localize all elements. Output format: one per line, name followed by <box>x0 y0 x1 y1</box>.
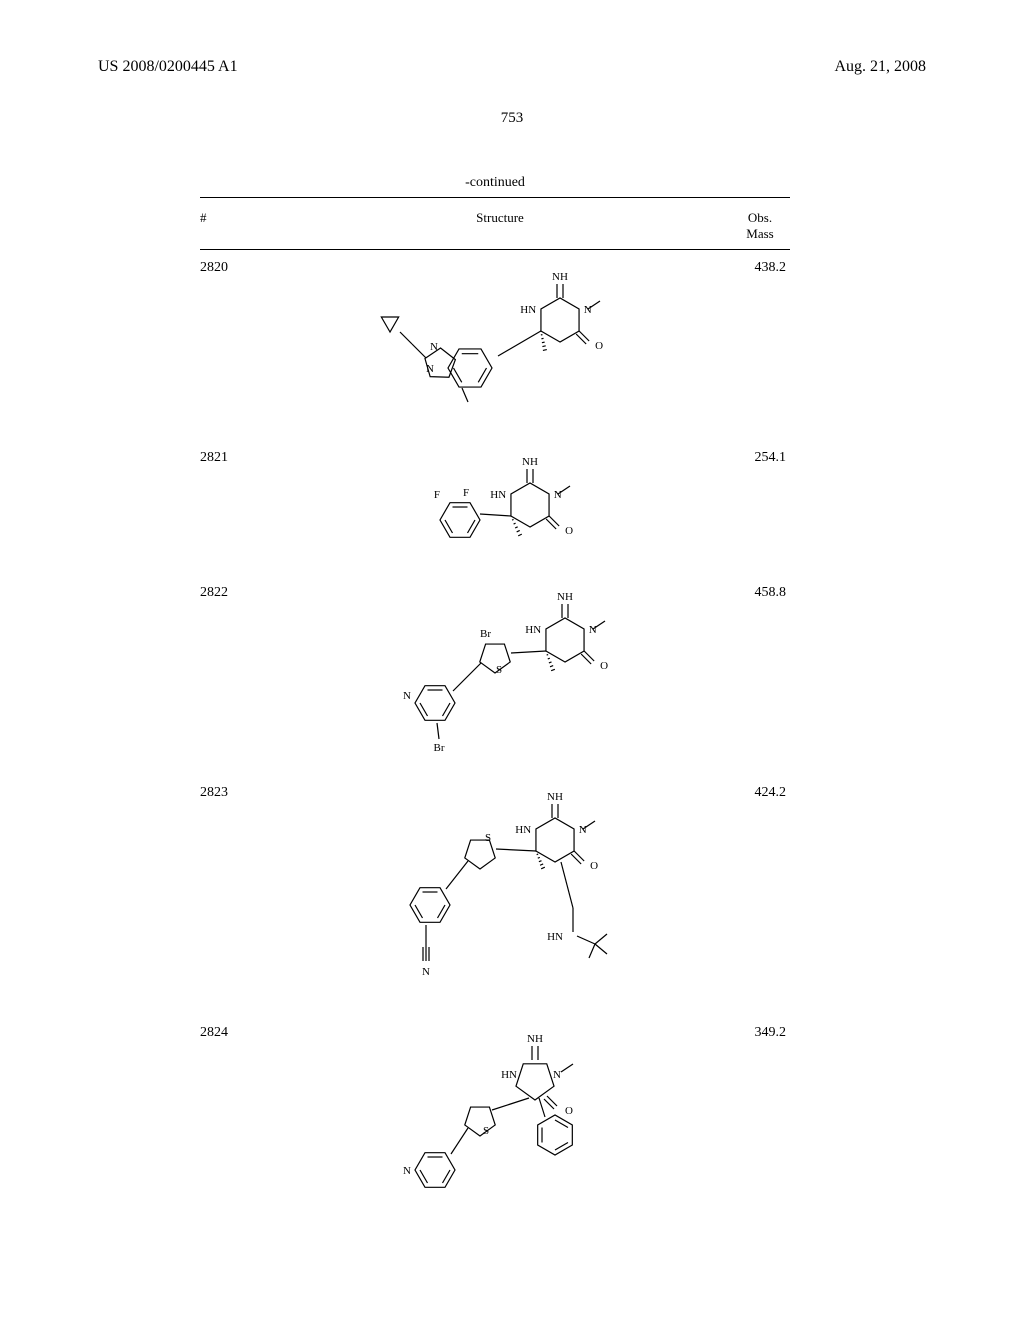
compound-number: 2822 <box>200 585 270 601</box>
table-row: 2820NHNHNONN438.2 <box>200 250 790 440</box>
page-header: US 2008/0200445 A1 Aug. 21, 2008 <box>0 58 1024 76</box>
observed-mass: 458.8 <box>730 585 790 602</box>
structure-diagram: NH N HN O S N <box>270 1025 730 1220</box>
publication-date: Aug. 21, 2008 <box>834 58 926 76</box>
compound-number: 2821 <box>200 450 270 466</box>
structure-diagram: NH N HN O F F <box>270 450 730 575</box>
col-header-number: # <box>200 210 270 241</box>
svg-text:N: N <box>403 690 411 702</box>
svg-text:S: S <box>496 664 502 676</box>
svg-text:O: O <box>565 1105 573 1117</box>
svg-text:NH: NH <box>557 591 573 603</box>
structure-diagram: NH N HN O S Br N Br <box>270 585 730 775</box>
svg-text:HN: HN <box>520 304 536 316</box>
structure-diagram: NHNHNONN <box>270 260 730 440</box>
observed-mass: 254.1 <box>730 450 790 467</box>
svg-text:HN: HN <box>547 931 563 943</box>
compound-number: 2820 <box>200 260 270 276</box>
svg-text:F: F <box>434 489 440 501</box>
svg-text:N: N <box>553 1069 561 1081</box>
svg-text:S: S <box>483 1125 489 1137</box>
svg-text:HN: HN <box>525 624 541 636</box>
page-number: 753 <box>0 110 1024 127</box>
compound-number: 2823 <box>200 785 270 801</box>
table-continued-label: -continued <box>200 175 790 191</box>
table-row: 2823 NH N HN O HN S N 424.2 <box>200 775 790 1015</box>
structure-diagram: NH N HN O HN S N <box>270 785 730 1015</box>
table-row: 2824 NH N HN O S N 349.2 <box>200 1015 790 1220</box>
svg-text:HN: HN <box>490 489 506 501</box>
observed-mass: 438.2 <box>730 260 790 277</box>
svg-text:N: N <box>579 824 587 836</box>
svg-text:N: N <box>554 489 562 501</box>
svg-text:O: O <box>600 660 608 672</box>
table-row: 2821 NH N HN O F F 254.1 <box>200 440 790 575</box>
svg-text:NH: NH <box>527 1033 543 1045</box>
table-row: 2822 NH N HN O S Br N Br 458.8 <box>200 575 790 775</box>
svg-text:HN: HN <box>515 824 531 836</box>
publication-number: US 2008/0200445 A1 <box>98 58 238 76</box>
svg-text:O: O <box>590 860 598 872</box>
svg-text:N: N <box>430 341 438 353</box>
observed-mass: 424.2 <box>730 785 790 802</box>
svg-text:F: F <box>463 487 469 499</box>
svg-text:HN: HN <box>501 1069 517 1081</box>
col-header-structure: Structure <box>270 210 730 241</box>
table-header-row: # Structure Obs. Mass <box>200 198 790 249</box>
svg-text:N: N <box>403 1165 411 1177</box>
svg-text:NH: NH <box>522 456 538 468</box>
svg-text:N: N <box>589 624 597 636</box>
compound-number: 2824 <box>200 1025 270 1041</box>
col-header-mass: Obs. Mass <box>730 210 790 241</box>
svg-text:N: N <box>422 966 430 978</box>
svg-text:N: N <box>584 304 592 316</box>
svg-text:O: O <box>595 340 603 352</box>
svg-text:S: S <box>485 832 491 844</box>
svg-text:NH: NH <box>547 791 563 803</box>
compound-table: -continued # Structure Obs. Mass 2820NHN… <box>200 175 790 1220</box>
observed-mass: 349.2 <box>730 1025 790 1042</box>
svg-text:N: N <box>426 363 434 375</box>
svg-text:Br: Br <box>480 628 491 640</box>
svg-text:O: O <box>565 525 573 537</box>
svg-text:Br: Br <box>434 742 445 754</box>
svg-text:NH: NH <box>552 271 568 283</box>
